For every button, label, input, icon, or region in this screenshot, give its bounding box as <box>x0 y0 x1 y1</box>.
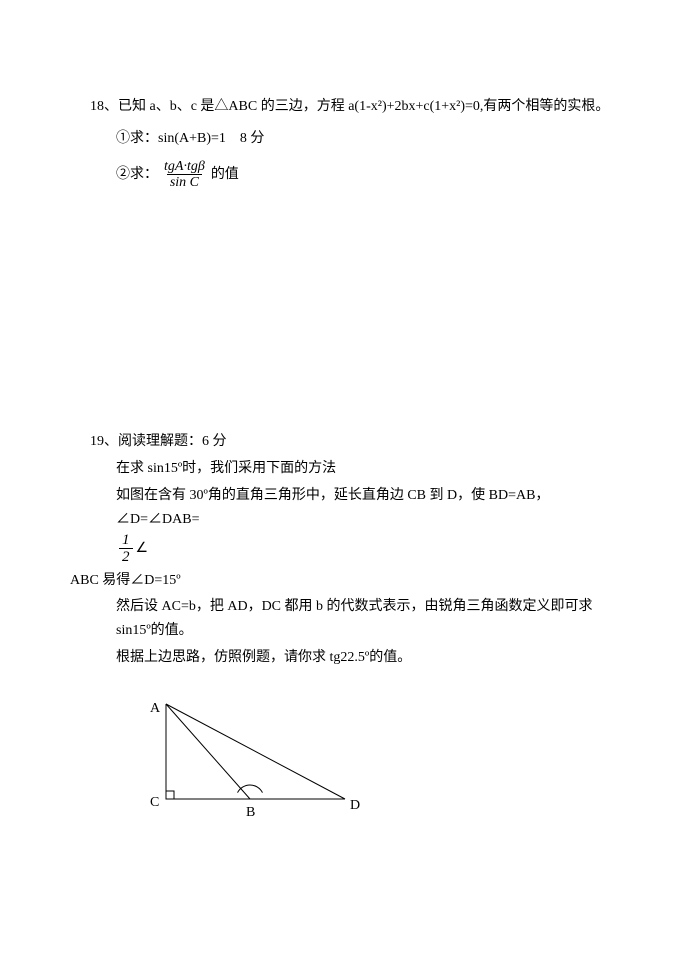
svg-text:A: A <box>150 701 161 716</box>
question-19: 19、阅读理解题：6 分 在求 sin15º时，我们采用下面的方法 如图在含有 … <box>90 430 620 669</box>
q19-number: 19、 <box>90 434 118 449</box>
q18-opt1-text: ①求：sin(A+B)=1 <box>116 131 226 146</box>
q18-fraction: tgA·tgβ sin C <box>161 159 208 191</box>
q19-line2a: 如图在含有 30º角的直角三角形中，延长直角边 CB 到 D，使 BD=AB，∠… <box>116 484 620 532</box>
q19-line2b: ∠ <box>136 537 149 561</box>
vertical-gap <box>90 190 620 430</box>
svg-text:B: B <box>246 805 255 820</box>
q19-frac-den: 2 <box>119 548 133 566</box>
q19-line3: ABC 易得∠D=15º <box>70 569 620 593</box>
q18-opt2-prefix: ②求： <box>116 163 158 187</box>
q19-line2: 如图在含有 30º角的直角三角形中，延长直角边 CB 到 D，使 BD=AB，∠… <box>116 484 620 566</box>
triangle-figure: A C B D <box>130 694 620 833</box>
q19-frac-num: 1 <box>119 532 133 549</box>
q18-number: 18、 <box>90 99 118 114</box>
q18-frac-num: tgA·tgβ <box>161 159 208 174</box>
q18-option-2: ②求： tgA·tgβ sin C 的值 <box>116 159 620 191</box>
q18-opt2-suffix: 的值 <box>211 163 239 187</box>
question-18: 18、已知 a、b、c 是△ABC 的三边，方程 a(1-x²)+2bx+c(1… <box>90 95 620 119</box>
q19-line5: 根据上边思路，仿照例题，请你求 tg22.5º的值。 <box>116 646 620 670</box>
q19-fraction-half: 1 2 <box>119 532 133 566</box>
triangle-svg: A C B D <box>130 694 360 824</box>
q19-line1: 在求 sin15º时，我们采用下面的方法 <box>116 457 620 481</box>
svg-text:D: D <box>350 798 360 813</box>
q18-stem: 已知 a、b、c 是△ABC 的三边，方程 a(1-x²)+2bx+c(1+x²… <box>118 99 609 114</box>
q19-header: 19、阅读理解题：6 分 <box>90 430 620 454</box>
q18-option-1: ①求：sin(A+B)=1 8 分 <box>116 127 620 151</box>
q18-opt1-score: 8 分 <box>240 131 265 146</box>
q18-frac-den: sin C <box>167 174 202 190</box>
q19-title: 阅读理解题：6 分 <box>118 434 227 449</box>
svg-text:C: C <box>150 795 159 810</box>
q19-line4: 然后设 AC=b，把 AD，DC 都用 b 的代数式表示，由锐角三角函数定义即可… <box>116 595 620 643</box>
